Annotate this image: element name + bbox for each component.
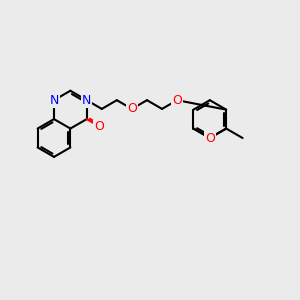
Text: O: O [94, 120, 104, 133]
Text: O: O [172, 94, 182, 107]
Text: O: O [205, 131, 215, 145]
Text: O: O [127, 102, 137, 116]
Text: N: N [49, 94, 59, 107]
Text: N: N [82, 94, 92, 107]
